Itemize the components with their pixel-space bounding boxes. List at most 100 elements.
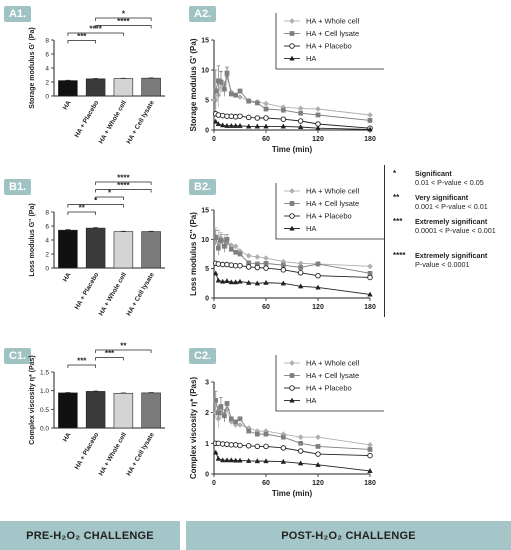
footer-post-challenge: POST-H₂O₂ CHALLENGE — [186, 521, 511, 550]
data-point — [224, 401, 230, 406]
x-tick-label: HA + Cell lysate — [125, 271, 156, 317]
data-point — [228, 457, 235, 463]
data-point — [289, 188, 295, 194]
bar — [113, 78, 134, 97]
x-tick-label: 180 — [364, 136, 376, 143]
legend-entry — [284, 201, 300, 206]
data-point — [297, 270, 304, 276]
data-point — [222, 413, 227, 419]
data-point — [245, 123, 252, 129]
data-point — [263, 255, 269, 262]
x-tick-label: HA + Whole cell — [98, 271, 129, 317]
y-axis-label: Storage modulus G' (Pa) — [29, 27, 36, 108]
x-tick-label: HA + Placebo — [74, 99, 101, 138]
data-point — [263, 265, 269, 271]
data-point — [297, 124, 304, 130]
sig-range: 0.01 < P-value < 0.05 — [415, 178, 484, 187]
data-point — [232, 243, 239, 250]
data-point — [222, 244, 227, 249]
y-tick-label: 4 — [45, 66, 49, 73]
data-point — [367, 112, 373, 118]
sig-label: Extremely significant — [415, 217, 488, 226]
y-tick-label: 8 — [45, 210, 49, 217]
series-triangle — [213, 118, 373, 132]
data-point — [263, 458, 269, 464]
data-point — [228, 416, 234, 422]
data-point — [263, 106, 269, 112]
data-point — [254, 280, 261, 286]
data-point — [232, 122, 239, 128]
y-tick-label: 1.0 — [40, 388, 49, 395]
y-axis-label: Complex viscosity η* (Pas) — [29, 355, 36, 444]
legend-entry — [284, 43, 300, 49]
data-point — [237, 113, 243, 119]
data-point — [237, 457, 243, 463]
data-point — [224, 441, 230, 448]
bar — [141, 77, 161, 97]
legend-frame — [275, 355, 384, 412]
data-point — [367, 263, 373, 270]
significance-bracket — [95, 17, 152, 21]
y-tick-label: 1 — [205, 441, 209, 448]
data-point — [228, 91, 234, 97]
sig-label: Extremely significant — [415, 251, 488, 260]
data-point — [315, 106, 321, 112]
data-point — [213, 235, 219, 240]
data-point — [280, 116, 287, 122]
significance-bracket — [95, 189, 152, 193]
series-triangle — [213, 270, 373, 297]
legend-entry — [284, 360, 300, 366]
data-point — [280, 123, 287, 129]
data-point — [315, 434, 321, 441]
x-axis-label: Time (min) — [272, 489, 313, 498]
x-tick-label: 0 — [212, 304, 216, 311]
significance-bracket — [67, 40, 96, 44]
data-point — [245, 443, 252, 449]
data-point — [224, 122, 230, 128]
legend-label: HA — [306, 224, 316, 233]
significance-legend: * Significant 0.01 < P-value < 0.05 ** Ve… — [384, 165, 511, 317]
data-point — [245, 264, 252, 270]
data-point — [245, 114, 252, 121]
sig-range: 0.001 < P-value < 0.01 — [415, 202, 488, 211]
y-tick-label: 1.5 — [40, 370, 49, 377]
x-tick-label: 60 — [262, 480, 270, 487]
data-point — [280, 267, 287, 273]
legend-label: HA + Cell lysate — [306, 371, 359, 380]
data-point — [232, 442, 239, 448]
series-diamond — [212, 406, 373, 448]
data-point — [237, 88, 243, 94]
sig-label: Very significant — [415, 193, 469, 202]
significance-bracket — [95, 357, 124, 361]
data-point — [254, 100, 260, 106]
data-point — [289, 55, 295, 61]
legend-entry — [284, 397, 300, 403]
data-point — [297, 105, 304, 112]
series-diamond — [212, 227, 373, 270]
panel-label-a1: A1. — [4, 6, 32, 22]
x-tick-label: HA — [62, 271, 73, 283]
data-point — [245, 457, 252, 463]
data-point — [289, 18, 295, 24]
legend-label: HA + Placebo — [306, 212, 352, 221]
series-circle — [212, 440, 373, 459]
y-tick-label: 2 — [205, 410, 209, 417]
data-point — [289, 397, 295, 403]
y-axis-label: Loss modulus G'' (Pa) — [29, 203, 36, 276]
data-point — [215, 112, 222, 118]
data-point — [298, 110, 304, 116]
x-tick-label: HA + Cell lysate — [125, 431, 156, 477]
data-point — [289, 360, 295, 366]
y-tick-label: 10 — [201, 237, 209, 244]
legend-label: HA + Whole cell — [306, 359, 359, 368]
data-point — [289, 225, 295, 231]
data-point — [254, 443, 261, 450]
y-tick-label: 2 — [45, 80, 49, 87]
data-point — [297, 118, 304, 124]
data-point — [237, 416, 243, 422]
bar — [85, 78, 106, 97]
legend-entry — [284, 385, 300, 391]
data-point — [246, 428, 252, 434]
y-tick-label: 0.5 — [40, 407, 49, 414]
